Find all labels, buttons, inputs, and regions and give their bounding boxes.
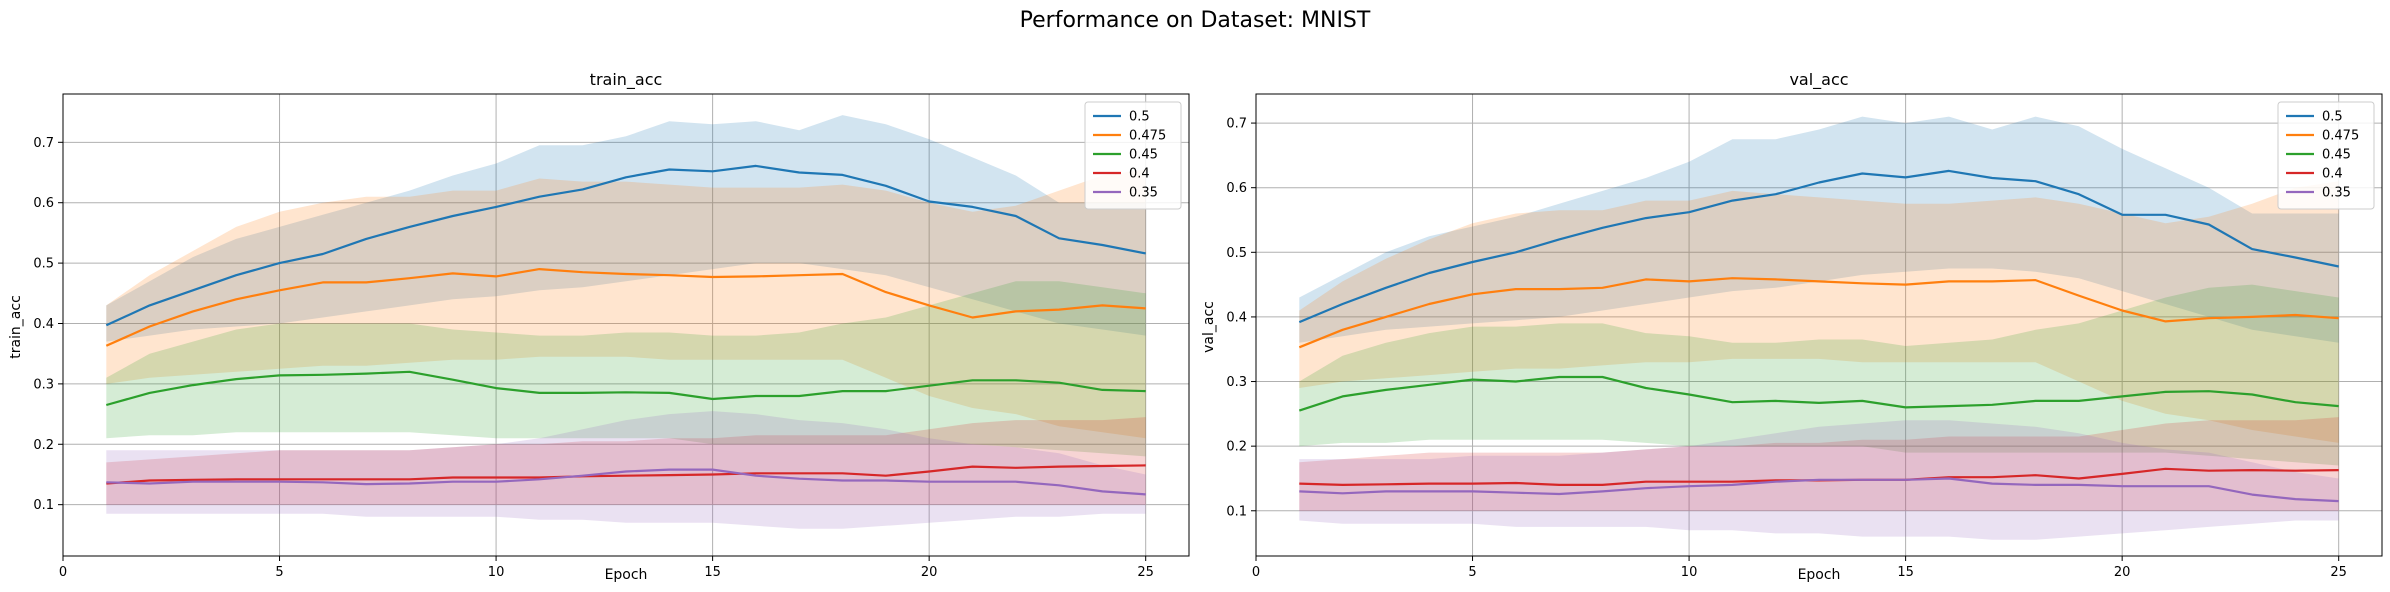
x-axis-label: Epoch (605, 567, 648, 583)
confidence-band-0.475 (106, 169, 1146, 439)
x-tick-label: 10 (1681, 565, 1698, 580)
legend-label: 0.475 (2322, 129, 2359, 144)
y-tick-label: 0.7 (33, 136, 54, 151)
x-tick-label: 10 (488, 565, 505, 580)
series-line-0.45 (106, 370, 1146, 407)
legend: 0.5 0.475 0.45 0.4 0.35 (1084, 101, 1182, 210)
y-tick-label: 0.5 (1226, 246, 1247, 261)
legend-label: 0.35 (1129, 186, 1158, 201)
y-tick-label: 0.2 (33, 438, 54, 453)
confidence-band-0.4 (106, 417, 1146, 505)
confidence-band-0.45 (106, 281, 1146, 457)
y-tick-label: 0.7 (1226, 117, 1247, 132)
panel-title: val_acc (1789, 70, 1848, 90)
series-line-0.4 (106, 464, 1146, 485)
confidence-band-0.35 (106, 411, 1146, 529)
y-tick-label: 0.4 (33, 317, 54, 332)
x-tick-label: 20 (921, 565, 938, 580)
series-line-0.5 (105, 164, 1146, 327)
series-line-0.35 (106, 468, 1146, 496)
y-tick-label: 0.2 (1226, 440, 1247, 455)
legend-box (1084, 101, 1182, 210)
legend-label: 0.5 (2322, 110, 2343, 125)
panel-title: train_acc (590, 70, 663, 90)
confidence-band-0.45 (1299, 284, 2339, 466)
y-tick-label: 0.1 (33, 498, 54, 513)
panel-train-acc: train_acc 0 5 10 15 20 25 0.1 0.2 0.3 0.4 0.5 0.6 0.… (8, 70, 1190, 583)
x-axis-label: Epoch (1798, 567, 1841, 583)
y-tick-label: 0.4 (1226, 310, 1247, 325)
legend-label: 0.45 (2322, 148, 2351, 163)
figure-title: Performance on Dataset: MNIST (1020, 8, 1371, 33)
y-tick-label: 0.1 (1226, 504, 1247, 519)
series-line-0.5 (1298, 169, 2339, 324)
y-tick-label: 0.6 (1226, 181, 1247, 196)
legend-label: 0.35 (2322, 186, 2351, 201)
legend-label: 0.475 (1129, 129, 1166, 144)
x-tick-label: 0 (1252, 565, 1260, 580)
x-tick-label: 5 (1468, 565, 1476, 580)
y-axis-label: train_acc (8, 295, 24, 359)
confidence-band-0.5 (1299, 116, 2339, 343)
y-tick-label: 0.5 (33, 257, 54, 272)
x-tick-label: 25 (1137, 565, 1154, 580)
legend: 0.5 0.475 0.45 0.4 0.35 (2277, 101, 2375, 210)
confidence-band-0.475 (1299, 181, 2339, 443)
x-tick-label: 20 (2114, 565, 2131, 580)
y-tick-label: 0.6 (33, 196, 54, 211)
y-tick-label: 0.3 (1226, 375, 1247, 390)
y-axis-label: val_acc (1201, 301, 1217, 353)
axes-frame (62, 93, 1190, 557)
x-tick-label: 0 (59, 565, 67, 580)
legend-box (2277, 101, 2375, 210)
panel-val-acc: val_acc 0 5 10 15 20 25 0.1 0.2 0.3 0.4 0.5 0.6 0.7 0… (1201, 70, 2383, 583)
legend-label: 0.4 (2322, 167, 2343, 182)
x-tick-label: 15 (704, 565, 721, 580)
series-line-0.45 (1298, 375, 2339, 412)
axes-frame (1255, 93, 2383, 557)
series-line-0.35 (1299, 477, 2339, 503)
series-line-0.475 (105, 268, 1146, 347)
confidence-band-0.4 (1299, 417, 2339, 511)
legend-label: 0.5 (1129, 110, 1150, 125)
y-tick-label: 0.3 (33, 377, 54, 392)
legend-label: 0.4 (1129, 167, 1150, 182)
legend-label: 0.45 (1129, 148, 1158, 163)
x-tick-label: 5 (275, 565, 283, 580)
confidence-band-0.5 (106, 115, 1146, 342)
series-line-0.475 (1298, 277, 2339, 349)
x-tick-label: 25 (2330, 565, 2347, 580)
x-tick-label: 15 (1897, 565, 1914, 580)
